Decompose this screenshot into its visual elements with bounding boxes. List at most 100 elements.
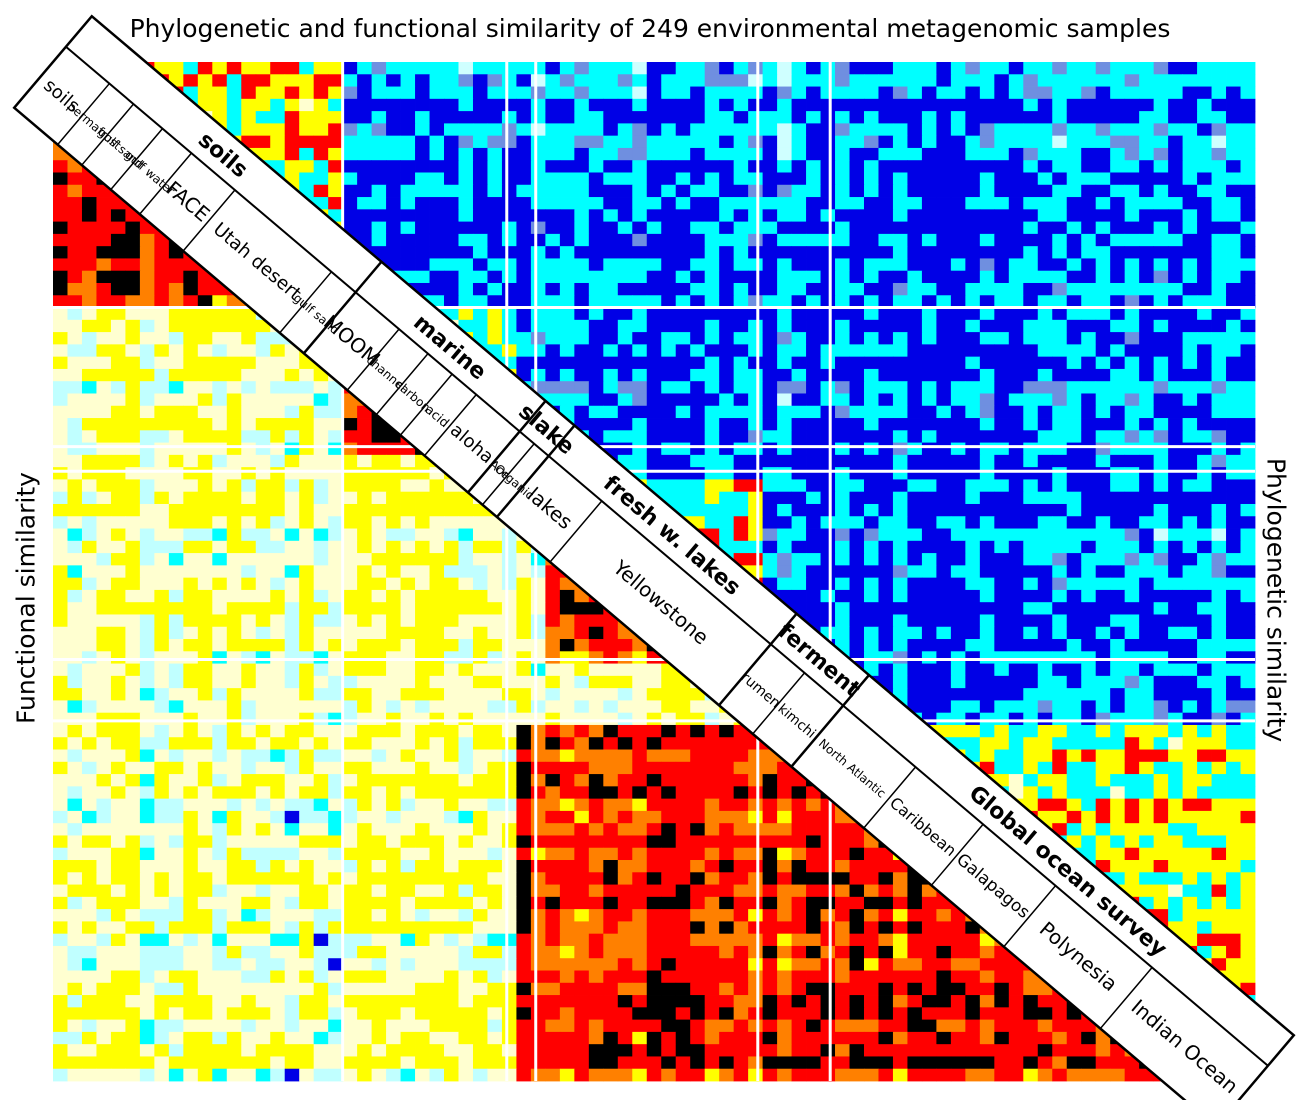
heatmap-cell: [748, 418, 764, 431]
heatmap-cell: [1023, 589, 1039, 603]
heatmap-cell: [429, 724, 445, 738]
heatmap-cell: [574, 724, 590, 738]
heatmap-cell: [936, 123, 952, 137]
heatmap-cell: [1081, 761, 1097, 775]
heatmap-cell: [168, 467, 184, 480]
heatmap-cell: [1095, 123, 1111, 137]
heatmap-cell: [125, 393, 141, 407]
heatmap-cell: [806, 356, 821, 370]
heatmap-cell: [994, 749, 1010, 763]
heatmap-cell: [139, 639, 155, 652]
heatmap-cell: [806, 332, 821, 345]
heatmap-cell: [820, 172, 836, 186]
heatmap-cell: [791, 553, 807, 566]
heatmap-cell: [1226, 663, 1241, 677]
heatmap-cell: [806, 221, 821, 235]
heatmap-cell: [632, 405, 648, 419]
heatmap-cell: [617, 319, 633, 333]
heatmap-cell: [458, 700, 474, 714]
heatmap-cell: [530, 565, 546, 579]
heatmap-cell: [1168, 479, 1183, 493]
heatmap-cell: [1153, 565, 1169, 579]
heatmap-cell: [892, 307, 908, 321]
heatmap-cell: [96, 528, 112, 542]
heatmap-cell: [690, 430, 706, 443]
heatmap-cell: [472, 577, 488, 591]
heatmap-cell: [1081, 221, 1097, 235]
heatmap-cell: [892, 454, 908, 468]
heatmap-cell: [241, 589, 257, 603]
heatmap-cell: [1066, 479, 1082, 493]
heatmap-cell: [226, 626, 242, 640]
heatmap-cell: [516, 798, 532, 812]
heatmap-cell: [1066, 663, 1082, 677]
heatmap-cell: [1153, 442, 1169, 456]
heatmap-cell: [1211, 332, 1227, 345]
heatmap-cell: [1095, 675, 1111, 689]
heatmap-cell: [1081, 737, 1097, 750]
heatmap-cell: [921, 307, 937, 321]
heatmap-cell: [255, 86, 271, 100]
heatmap-cell: [313, 147, 329, 161]
heatmap-cell: [733, 221, 749, 235]
heatmap-cell: [53, 663, 68, 677]
heatmap-cell: [81, 577, 97, 591]
heatmap-cell: [1052, 774, 1068, 787]
heatmap-cell: [299, 774, 315, 787]
heatmap-cell: [835, 528, 850, 542]
heatmap-cell: [603, 724, 619, 738]
heatmap-cell: [646, 368, 662, 382]
heatmap-cell: [53, 197, 68, 210]
heatmap-cell: [950, 663, 966, 677]
heatmap-cell: [516, 626, 532, 640]
heatmap-cell: [1153, 454, 1169, 468]
heatmap-cell: [777, 442, 792, 456]
heatmap-cell: [1110, 700, 1126, 714]
heatmap-cell: [429, 111, 445, 124]
heatmap-cell: [1066, 786, 1082, 800]
heatmap-cell: [545, 356, 561, 370]
heatmap-cell: [487, 528, 503, 542]
heatmap-cell: [1052, 614, 1068, 628]
heatmap-cell: [1037, 516, 1053, 529]
heatmap-cell: [110, 258, 126, 272]
heatmap-cell: [719, 774, 735, 787]
heatmap-cell: [168, 565, 184, 579]
heatmap-cell: [661, 184, 677, 198]
heatmap-cell: [415, 528, 430, 542]
heatmap-cell: [255, 528, 271, 542]
heatmap-cell: [994, 172, 1010, 186]
heatmap-cell: [545, 737, 561, 750]
heatmap-cell: [1066, 651, 1082, 664]
heatmap-cell: [255, 418, 271, 431]
heatmap-cell: [719, 516, 735, 529]
heatmap-cell: [212, 98, 228, 112]
heatmap-cell: [545, 798, 561, 812]
heatmap-cell: [96, 197, 112, 210]
heatmap-cell: [1066, 516, 1082, 529]
heatmap-cell: [762, 553, 778, 566]
heatmap-cell: [1139, 319, 1155, 333]
heatmap-cell: [415, 737, 430, 750]
heatmap-cell: [212, 332, 228, 345]
heatmap-cell: [241, 503, 257, 517]
heatmap-cell: [458, 197, 474, 210]
heatmap-cell: [270, 528, 286, 542]
heatmap-cell: [675, 221, 691, 235]
heatmap-cell: [1095, 356, 1111, 370]
heatmap-cell: [1139, 503, 1155, 517]
heatmap-cell: [979, 356, 995, 370]
heatmap-cell: [863, 160, 879, 173]
heatmap-cell: [1168, 319, 1183, 333]
heatmap-cell: [1153, 589, 1169, 603]
heatmap-cell: [849, 221, 865, 235]
heatmap-cell: [791, 246, 807, 259]
heatmap-cell: [979, 467, 995, 480]
heatmap-cell: [1110, 86, 1126, 100]
heatmap-cell: [1008, 688, 1024, 701]
heatmap-cell: [1095, 467, 1111, 480]
heatmap-cell: [371, 700, 387, 714]
heatmap-cell: [400, 197, 416, 210]
heatmap-cell: [1081, 98, 1097, 112]
heatmap-cell: [125, 651, 141, 664]
